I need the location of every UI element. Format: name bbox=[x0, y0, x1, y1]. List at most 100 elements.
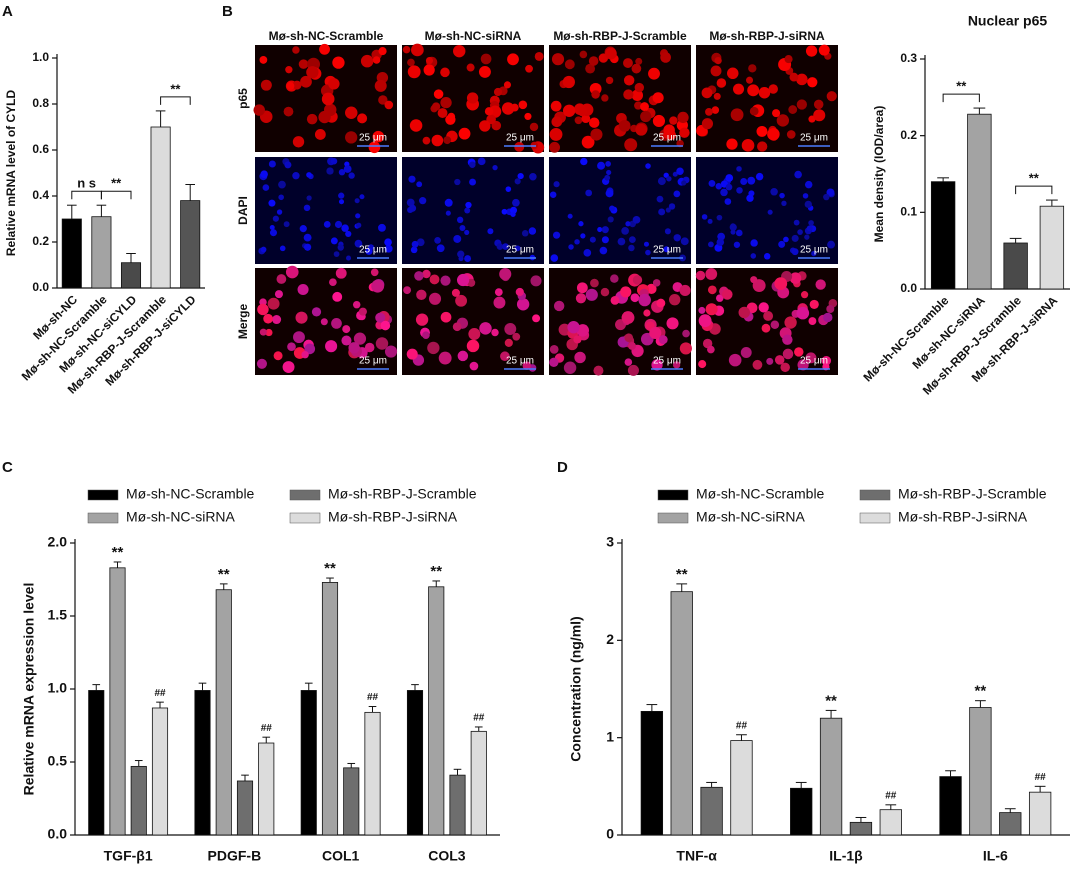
bar bbox=[300, 690, 317, 836]
cell bbox=[384, 244, 393, 253]
cell bbox=[303, 204, 311, 212]
cell bbox=[273, 351, 283, 361]
cell bbox=[268, 160, 276, 168]
cell bbox=[635, 123, 648, 136]
cell bbox=[660, 52, 671, 63]
cell bbox=[431, 134, 444, 147]
cell bbox=[794, 170, 802, 179]
cell bbox=[821, 355, 832, 366]
cell bbox=[747, 176, 756, 185]
cell bbox=[605, 47, 617, 60]
cell bbox=[443, 136, 452, 145]
cell bbox=[260, 79, 272, 91]
legend-label: Mø-sh-NC-Scramble bbox=[126, 486, 255, 502]
cell bbox=[805, 45, 818, 57]
cell bbox=[353, 332, 367, 345]
cell bbox=[372, 56, 381, 64]
cell bbox=[272, 215, 279, 222]
cell bbox=[807, 77, 818, 88]
cell bbox=[774, 277, 788, 291]
bar bbox=[130, 765, 147, 836]
cell bbox=[645, 249, 651, 256]
bar bbox=[406, 690, 424, 836]
cell bbox=[583, 248, 592, 257]
cell bbox=[445, 210, 451, 216]
cell bbox=[503, 81, 512, 89]
cell bbox=[262, 184, 270, 191]
cell bbox=[285, 66, 293, 74]
cell bbox=[813, 109, 826, 122]
cell bbox=[300, 75, 312, 88]
cell bbox=[406, 198, 415, 207]
cell bbox=[631, 63, 642, 74]
cell bbox=[627, 364, 639, 376]
cell bbox=[562, 75, 575, 89]
cell bbox=[711, 106, 720, 114]
cell bbox=[551, 116, 563, 128]
cell bbox=[758, 302, 769, 313]
significance-label: n s bbox=[77, 176, 96, 191]
cell bbox=[335, 267, 347, 279]
cell bbox=[652, 279, 661, 287]
cell bbox=[487, 228, 494, 235]
bar bbox=[730, 740, 753, 836]
cell bbox=[384, 100, 394, 110]
cell bbox=[301, 351, 309, 359]
cell bbox=[516, 298, 530, 311]
cell bbox=[415, 313, 429, 326]
cell bbox=[802, 193, 809, 199]
significance-label: ## bbox=[736, 720, 748, 731]
cell bbox=[780, 362, 790, 373]
cell bbox=[701, 214, 708, 220]
cell bbox=[532, 314, 541, 323]
cell bbox=[444, 198, 453, 207]
cell bbox=[574, 116, 583, 125]
significance-label: ** bbox=[111, 176, 122, 191]
cell bbox=[429, 274, 440, 285]
cell bbox=[553, 300, 565, 312]
cell bbox=[422, 136, 431, 145]
bar bbox=[790, 787, 813, 836]
cell bbox=[550, 254, 559, 262]
cell bbox=[484, 107, 494, 116]
y-tick-label: 0.5 bbox=[48, 753, 68, 769]
bar bbox=[88, 690, 105, 836]
cell bbox=[651, 359, 663, 371]
cell bbox=[767, 127, 780, 141]
cell bbox=[464, 207, 471, 214]
cell bbox=[331, 318, 342, 329]
cell bbox=[345, 131, 358, 144]
cell bbox=[806, 225, 813, 232]
cell bbox=[341, 224, 349, 232]
bar bbox=[91, 216, 112, 289]
cell bbox=[708, 241, 714, 248]
cell bbox=[493, 296, 506, 309]
cell bbox=[823, 312, 833, 323]
cell bbox=[610, 295, 620, 305]
cell bbox=[808, 317, 817, 325]
cell bbox=[268, 199, 276, 207]
cell bbox=[407, 58, 415, 67]
cell bbox=[549, 141, 560, 153]
cell bbox=[276, 274, 287, 284]
chart-title: Nuclear p65 bbox=[968, 13, 1048, 29]
cell bbox=[729, 223, 737, 231]
cell bbox=[695, 270, 706, 281]
cell bbox=[628, 244, 635, 252]
cell bbox=[796, 306, 810, 320]
cell bbox=[656, 298, 666, 308]
cell bbox=[456, 273, 470, 287]
cell bbox=[438, 351, 452, 365]
panel-letter: A bbox=[2, 3, 13, 20]
y-tick-label: 0 bbox=[606, 826, 614, 842]
scale-bar-label: 25 μm bbox=[653, 133, 681, 144]
bar bbox=[449, 774, 466, 836]
cell bbox=[510, 211, 516, 217]
cell bbox=[306, 172, 312, 178]
cell bbox=[416, 238, 425, 247]
cell bbox=[342, 325, 351, 334]
cell bbox=[402, 45, 411, 54]
cell bbox=[576, 282, 588, 294]
cell bbox=[434, 236, 441, 244]
cell bbox=[469, 361, 479, 371]
